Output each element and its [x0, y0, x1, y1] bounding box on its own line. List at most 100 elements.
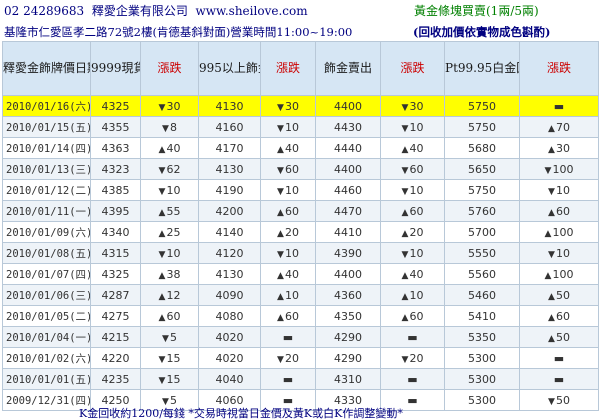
sell-cell: 4430 [315, 116, 381, 138]
change-cell-4-value: ▬ [553, 351, 565, 365]
header-change-4: 漲跌 [519, 41, 599, 96]
header-cash-9999: 9999現貨 [90, 41, 141, 96]
cash-cell: 4325 [90, 95, 141, 117]
change-cell-2-value: 20 [284, 351, 299, 365]
cash-cell-value: 4275 [101, 309, 130, 323]
up-arrow-icon: ▲ [277, 291, 284, 302]
table-row: 2010/01/16(六) 4325 ▼30 4130 ▼30 4400 ▼30 5750 ▬ [2, 95, 599, 117]
platinum-cell: 5300 [444, 389, 520, 411]
change-cell-1-value: 38 [166, 267, 181, 281]
change-cell-3: ▲60 [380, 305, 445, 327]
recycle-cell-value: 4090 [215, 288, 244, 302]
change-cell-1: ▲25 [140, 221, 199, 243]
change-cell-2-value: 10 [284, 120, 299, 134]
date-cell-value: 2010/01/15(五) [6, 121, 91, 134]
sell-cell: 4400 [315, 95, 381, 117]
change-cell-3-value: 60 [409, 162, 424, 176]
sell-cell: 4390 [315, 242, 381, 264]
down-arrow-icon: ▼ [158, 375, 166, 386]
change-cell-1-value: 10 [166, 183, 181, 197]
date-cell-value: 2010/01/04(一) [6, 331, 91, 344]
change-cell-4-value: ▬ [553, 99, 565, 113]
cash-cell: 4315 [90, 242, 141, 264]
change-cell-2-value: ▬ [282, 330, 294, 344]
sell-cell-value: 4440 [334, 141, 362, 155]
platinum-cell-value: 5300 [468, 351, 496, 365]
change-cell-1: ▲38 [140, 263, 199, 285]
recycle-cell: 4060 [198, 389, 261, 411]
platinum-cell: 5650 [444, 158, 520, 180]
sell-cell-value: 4400 [334, 267, 362, 281]
change-cell-2: ▼30 [260, 95, 316, 117]
sell-cell: 4460 [315, 179, 381, 201]
change-cell-2-value: 20 [284, 225, 299, 239]
change-cell-2-value: 30 [284, 99, 299, 113]
sell-cell-value: 4460 [334, 183, 362, 197]
date-cell: 2010/01/15(五) [2, 116, 91, 138]
down-arrow-icon: ▼ [158, 354, 166, 365]
change-cell-4: ▬ [519, 347, 599, 369]
sell-cell-value: 4390 [334, 246, 362, 260]
change-cell-1-value: 12 [166, 288, 181, 302]
change-cell-2-value: ▬ [282, 393, 294, 407]
change-cell-4: ▲50 [519, 284, 599, 306]
date-cell-value: 2010/01/07(四) [6, 268, 91, 281]
date-cell: 2010/01/02(六) [2, 347, 91, 369]
sell-cell-value: 4430 [334, 120, 362, 134]
table-header-row: 釋愛金飾牌價日期 9999現貨 漲跌 995以上飾金回收不扣重 漲跌 飾金賣出 … [2, 41, 599, 96]
date-cell: 2010/01/14(四) [2, 137, 91, 159]
change-cell-2: ▲40 [260, 263, 316, 285]
cash-cell-value: 4287 [101, 288, 130, 302]
change-cell-4-value: 30 [555, 141, 570, 155]
recycle-cell: 4020 [198, 347, 261, 369]
table-row: 2009/12/31(四) 4250 ▼5 4060 ▬ 4330 ▬ 5300 ▼50 [2, 389, 599, 411]
cash-cell: 4275 [90, 305, 141, 327]
date-cell: 2010/01/08(五) [2, 242, 91, 264]
cash-cell-value: 4323 [101, 162, 130, 176]
platinum-cell: 5300 [444, 347, 520, 369]
down-arrow-icon: ▼ [277, 354, 284, 365]
table-row: 2010/01/04(一) 4215 ▼5 4020 ▬ 4290 ▬ 5350 ▲50 [2, 326, 599, 348]
store-address: 基隆市仁愛區孝二路72號2樓(肯德基斜對面)營業時間11:00~19:00 [4, 25, 353, 39]
change-cell-1-value: 25 [166, 225, 181, 239]
change-cell-4: ▲100 [519, 221, 599, 243]
platinum-cell-value: 5680 [468, 141, 496, 155]
cash-cell-value: 4250 [101, 393, 130, 407]
recycle-cell: 4130 [198, 158, 261, 180]
platinum-cell: 5460 [444, 284, 520, 306]
sell-cell: 4400 [315, 158, 381, 180]
sell-cell-value: 4470 [334, 204, 362, 218]
up-arrow-icon: ▲ [277, 228, 284, 239]
date-cell-value: 2009/12/31(四) [6, 394, 91, 407]
down-arrow-icon: ▼ [277, 123, 284, 134]
change-cell-3-value: 60 [409, 309, 424, 323]
change-cell-2: ▼10 [260, 179, 316, 201]
platinum-cell-value: 5460 [468, 288, 496, 302]
website-link[interactable]: www.sheilove.com [195, 4, 308, 18]
change-cell-4-value: 100 [552, 162, 574, 176]
down-arrow-icon: ▼ [401, 354, 409, 365]
recycle-cell: 4120 [198, 242, 261, 264]
up-arrow-icon: ▲ [277, 312, 284, 323]
change-cell-1: ▼15 [140, 368, 199, 390]
recycle-cell: 4190 [198, 179, 261, 201]
platinum-cell: 5760 [444, 200, 520, 222]
cash-cell: 4340 [90, 221, 141, 243]
cash-cell-value: 4325 [101, 267, 130, 281]
cash-cell: 4385 [90, 179, 141, 201]
date-cell: 2010/01/01(五) [2, 368, 91, 390]
change-cell-4-value: 60 [555, 309, 570, 323]
down-arrow-icon: ▼ [401, 249, 409, 260]
cash-cell: 4287 [90, 284, 141, 306]
recycle-cell: 4040 [198, 368, 261, 390]
platinum-cell-value: 5760 [468, 204, 496, 218]
change-cell-3-value: ▬ [407, 372, 418, 386]
date-cell: 2010/01/13(三) [2, 158, 91, 180]
platinum-cell-value: 5650 [468, 162, 496, 176]
platinum-cell-value: 5750 [468, 99, 496, 113]
recycle-cell-value: 4060 [215, 393, 244, 407]
change-cell-1-value: 5 [169, 330, 177, 344]
recycle-cell: 4160 [198, 116, 261, 138]
change-cell-1-value: 8 [169, 120, 177, 134]
change-cell-3: ▬ [380, 326, 445, 348]
